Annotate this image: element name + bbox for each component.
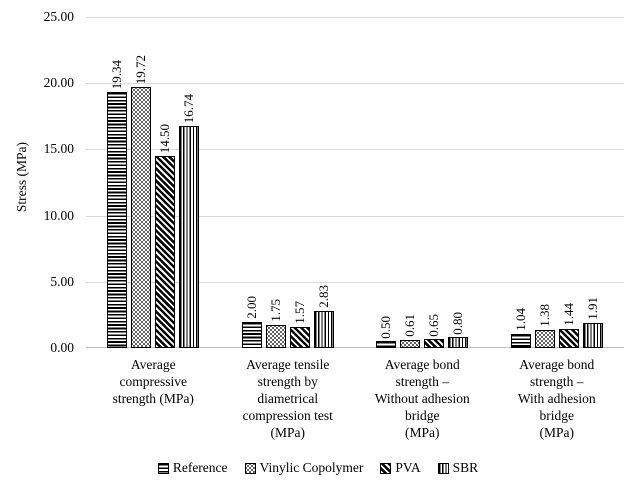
bar-sbr-1 [179, 126, 200, 348]
legend-label-pva: PVA [395, 460, 421, 475]
bar-vinylic-copolymer-1 [131, 86, 152, 348]
value-label-sbr-3: 0.80 [450, 311, 466, 335]
value-label-reference-2: 2.00 [243, 295, 259, 319]
x-category-label-3: Average bond strength – Without adhesion… [374, 357, 470, 440]
value-label-pva-2: 1.57 [291, 301, 307, 325]
legend-swatch-vinylic-copolymer [244, 462, 256, 474]
value-label-sbr-4: 1.91 [584, 296, 600, 320]
x-axis-line [86, 347, 624, 348]
y-tick-label: 0.00 [50, 340, 74, 355]
x-category-label-1: Average compressive strength (MPa) [112, 357, 194, 406]
bar-sbr-3 [448, 337, 469, 348]
bar-sbr-4 [582, 322, 603, 348]
gridline [86, 215, 624, 217]
y-tick-label: 5.00 [50, 273, 74, 289]
value-label-sbr-1: 16.74 [181, 94, 197, 124]
legend: Reference Vinylic Copolymer PVA SBR [0, 460, 636, 476]
bar-reference-1 [107, 91, 128, 348]
x-category-label-2: Average tensile strength by diametrical … [242, 357, 333, 440]
y-tick-label: 10.00 [43, 207, 74, 223]
plot-area: 19.34 19.72 14.50 16.74 2.00 1.75 1.57 2.83 0.50… [86, 17, 624, 348]
value-label-vinylic-copolymer-4: 1.38 [536, 303, 552, 327]
value-label-pva-1: 14.50 [157, 123, 173, 154]
legend-swatch-reference [157, 462, 169, 474]
y-tick-label: 15.00 [43, 141, 74, 157]
legend-item-sbr: SBR [437, 460, 479, 476]
legend-swatch-pva [380, 462, 392, 474]
bar-reference-2 [241, 321, 262, 348]
gridline [86, 17, 624, 18]
bar-reference-3 [376, 341, 397, 348]
bar-reference-4 [510, 334, 531, 348]
legend-label-sbr: SBR [452, 460, 479, 475]
value-label-pva-3: 0.65 [426, 313, 442, 337]
bar-pva-1 [155, 156, 176, 348]
legend-item-vinylic-copolymer: Vinylic Copolymer [244, 460, 364, 476]
bar-pva-2 [289, 327, 310, 348]
x-category-label-4: Average bond strength – With adhesion br… [517, 357, 596, 440]
legend-label-vinylic-copolymer: Vinylic Copolymer [259, 460, 364, 475]
value-label-vinylic-copolymer-1: 19.72 [133, 54, 149, 84]
y-tick-label: 25.00 [43, 9, 74, 24]
legend-item-pva: PVA [380, 460, 421, 476]
value-label-sbr-2: 2.83 [315, 284, 331, 308]
value-label-reference-1: 19.34 [109, 59, 125, 89]
value-label-vinylic-copolymer-3: 0.61 [402, 314, 418, 337]
gridline [86, 149, 624, 151]
bar-vinylic-copolymer-4 [534, 329, 555, 348]
legend-item-reference: Reference [157, 460, 228, 476]
value-label-reference-3: 0.50 [378, 315, 394, 339]
legend-label-reference: Reference [172, 460, 228, 475]
bar-sbr-2 [313, 310, 334, 348]
value-label-vinylic-copolymer-2: 1.75 [267, 299, 283, 322]
bar-vinylic-copolymer-3 [400, 339, 421, 348]
gridline [86, 83, 624, 85]
bar-vinylic-copolymer-2 [265, 324, 286, 348]
y-tick-label: 20.00 [43, 75, 74, 91]
bar-pva-3 [424, 339, 445, 348]
bar-pva-4 [558, 328, 579, 348]
legend-swatch-sbr [437, 462, 449, 474]
value-label-pva-4: 1.44 [560, 303, 576, 326]
gridline [86, 281, 624, 283]
value-label-reference-4: 1.04 [512, 308, 528, 332]
